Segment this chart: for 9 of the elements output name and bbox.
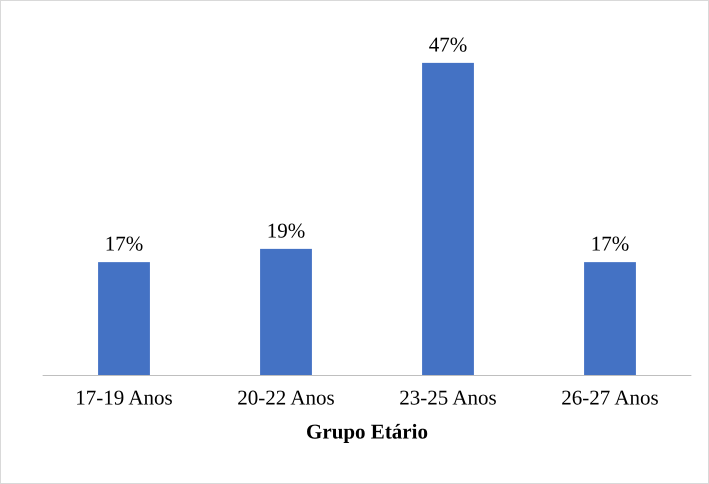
x-tick-label: 26-27 Anos <box>561 386 659 410</box>
x-tick-label: 17-19 Anos <box>75 386 173 410</box>
x-axis-title: Grupo Etário <box>306 420 428 444</box>
data-label: 19% <box>266 218 306 242</box>
data-label: 47% <box>428 32 468 56</box>
x-tick-label: 20-22 Anos <box>237 386 335 410</box>
x-tick-label: 23-25 Anos <box>399 386 497 410</box>
data-label: 17% <box>590 232 630 256</box>
data-label: 17% <box>104 232 144 256</box>
